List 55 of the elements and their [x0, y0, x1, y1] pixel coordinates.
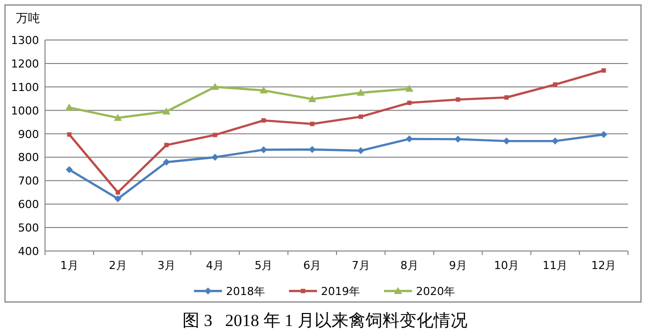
- point: [261, 118, 266, 123]
- point: [308, 95, 316, 102]
- y-tick-label: 1200: [11, 57, 39, 70]
- x-tick-label: 10月: [494, 259, 520, 272]
- point: [67, 132, 72, 137]
- point: [162, 108, 170, 115]
- x-tick-label: 1月: [60, 259, 78, 272]
- x-tick-label: 11月: [542, 259, 568, 272]
- x-tick-label: 4月: [206, 259, 224, 272]
- point: [504, 95, 509, 100]
- point: [260, 146, 268, 154]
- point: [357, 147, 364, 154]
- text: 图 3 2018 年 1 月以来禽饲料变化情况: [182, 311, 468, 330]
- x-tick-label: 2月: [108, 259, 127, 272]
- x-tick-label: 9月: [448, 259, 467, 272]
- x-tick-label: 5月: [254, 259, 273, 272]
- point: [260, 86, 268, 94]
- point: [114, 195, 122, 202]
- point: [407, 100, 412, 106]
- point: [308, 146, 316, 153]
- point: [602, 68, 606, 73]
- point: [114, 114, 122, 121]
- y-tick-label: 1300: [11, 34, 39, 47]
- x-tick-label: 8月: [400, 259, 418, 272]
- y-tick-label: 1100: [11, 80, 39, 94]
- point: [212, 154, 219, 161]
- point: [454, 136, 462, 143]
- point: [356, 88, 365, 96]
- point: [552, 82, 558, 87]
- point: [405, 84, 414, 92]
- y-tick-label: 900: [18, 128, 39, 141]
- legend-label: 2019年: [321, 285, 360, 298]
- y-tick-label: 800: [18, 151, 39, 164]
- point: [162, 158, 170, 166]
- x-tick-label: 12月: [591, 259, 616, 272]
- y-tick-label: 600: [18, 198, 39, 212]
- point: [406, 135, 413, 142]
- point: [358, 114, 363, 119]
- x-tick-label: 6月: [303, 259, 322, 272]
- point: [211, 82, 220, 90]
- x-tick-label: 3月: [157, 259, 176, 272]
- x-tick-label: 7月: [352, 259, 370, 272]
- point: [600, 130, 608, 138]
- y-axis-title: 万吨: [16, 11, 40, 25]
- legend-label: 2020年: [416, 285, 455, 298]
- point: [310, 122, 314, 126]
- point: [116, 190, 120, 195]
- point: [65, 104, 74, 111]
- y-tick-label: 1000: [11, 104, 39, 118]
- legend-label: 2018年: [226, 285, 265, 298]
- point: [66, 166, 73, 174]
- y-tick-label: 700: [18, 174, 39, 188]
- y-tick-label: 400: [18, 245, 39, 258]
- point: [552, 138, 559, 145]
- y-tick-label: 500: [18, 222, 39, 235]
